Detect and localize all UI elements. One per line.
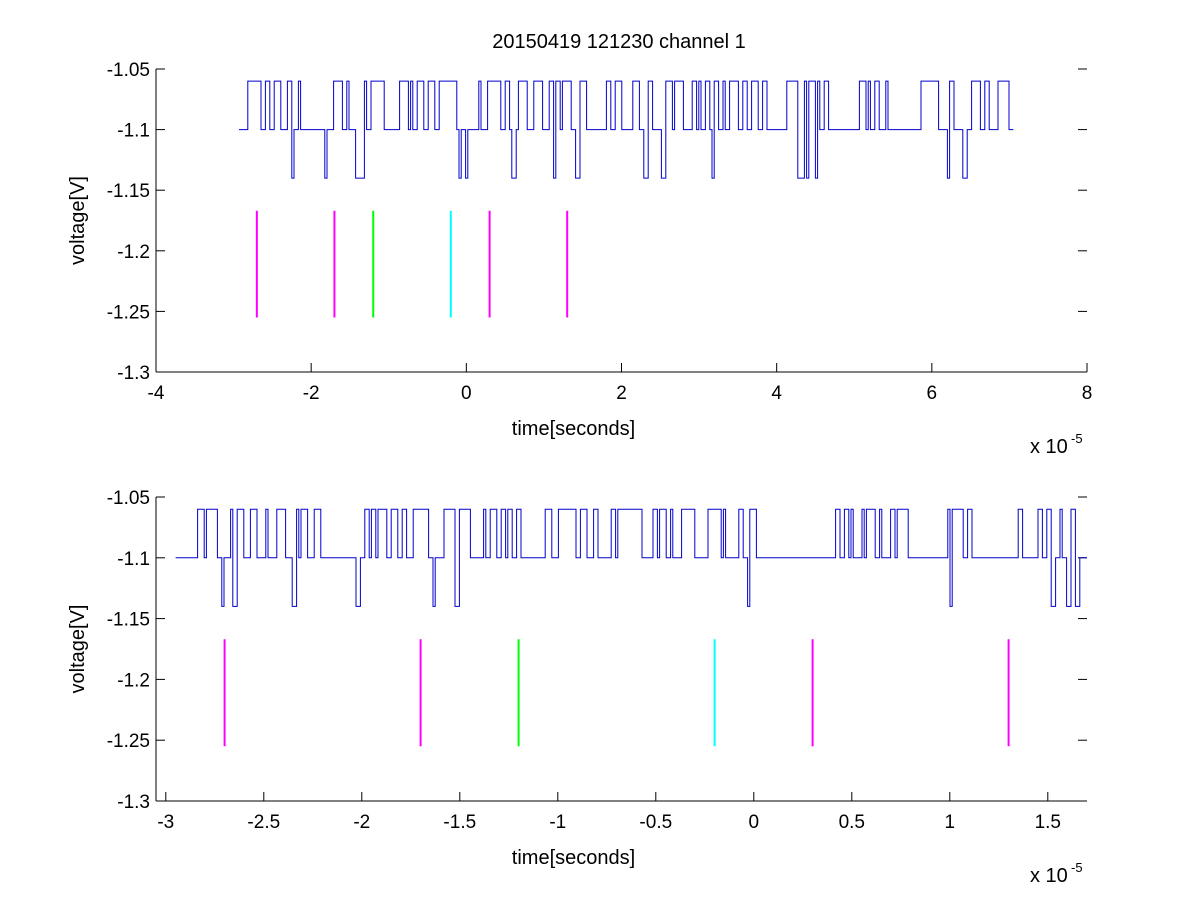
y-tick-label: -1.2 (117, 242, 150, 263)
x-tick-label: 0 (749, 812, 760, 833)
signal-trace (175, 508, 1087, 607)
x-tick-label: -4 (148, 383, 165, 404)
x-tick-label: 1 (945, 812, 956, 833)
x-tick-label: -1 (549, 812, 566, 833)
x-axis-label: time[seconds] (512, 418, 635, 440)
x-tick-label: -2.5 (247, 812, 280, 833)
plot-bottom: -1.05 -1.1 -1.15 -1.2 -1.25 -1.3 -3 -2.5 -2 -1.5 -… (67, 488, 1087, 887)
x-exponent-label: x 10 (1030, 865, 1068, 887)
x-exponent-power: -5 (1071, 431, 1083, 446)
x-tick-label: -2 (303, 383, 320, 404)
y-tick-label: -1.1 (117, 549, 150, 570)
figure-title: 20150419 121230 channel 1 (492, 31, 746, 53)
x-tick-label: 2 (616, 383, 627, 404)
x-tick-label: 1.5 (1035, 812, 1061, 833)
y-tick-label: -1.25 (107, 302, 150, 323)
x-exponent-power: -5 (1071, 860, 1083, 875)
x-axis-label: time[seconds] (512, 847, 635, 869)
y-tick-label: -1.3 (117, 792, 150, 813)
x-tick-label: 0 (461, 383, 472, 404)
y-axis-label: voltage[V] (67, 605, 89, 694)
y-tick-label: -1.1 (117, 121, 150, 142)
x-tick-label: -0.5 (639, 812, 672, 833)
y-tick-label: -1.15 (107, 181, 150, 202)
x-tick-label: -3 (157, 812, 174, 833)
signal-trace (239, 80, 1014, 179)
y-tick-label: -1.05 (107, 60, 150, 81)
x-tick-label: 0.5 (839, 812, 865, 833)
x-tick-label: 8 (1082, 383, 1093, 404)
plot-top: -1.05 -1.1 -1.15 -1.2 -1.25 -1.3-4 -2 0 2 4 6 8 time… (67, 60, 1092, 458)
x-tick-label: -1.5 (443, 812, 476, 833)
y-tick-label: -1.3 (117, 363, 150, 384)
y-axis-label: voltage[V] (67, 176, 89, 265)
x-tick-label: 4 (771, 383, 782, 404)
y-tick-label: -1.05 (107, 488, 150, 509)
y-tick-label: -1.25 (107, 731, 150, 752)
y-tick-label: -1.2 (117, 670, 150, 691)
x-tick-label: 6 (927, 383, 938, 404)
x-exponent-label: x 10 (1030, 436, 1068, 458)
y-tick-label: -1.15 (107, 610, 150, 631)
x-tick-label: -2 (353, 812, 370, 833)
